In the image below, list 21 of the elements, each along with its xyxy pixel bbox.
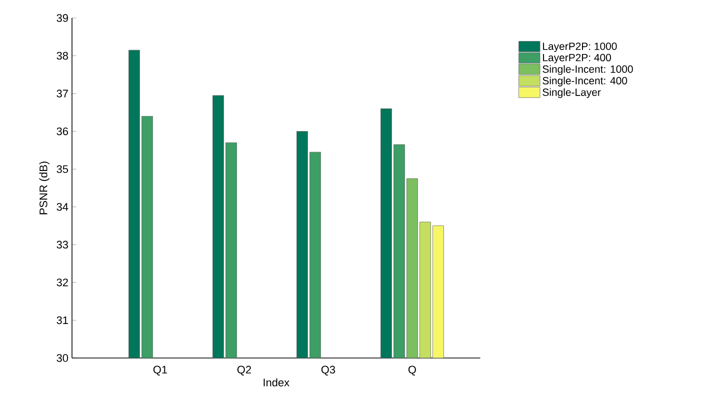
y-tick-label: 33 <box>56 240 68 249</box>
y-tick-label: 39 <box>56 14 68 22</box>
y-tick-label: 30 <box>56 354 68 362</box>
x-axis-title: Index <box>264 378 290 386</box>
x-tick-label: Q2 <box>237 366 251 376</box>
legend-label: Single-Incent: 400 <box>542 76 628 86</box>
y-axis-title: PSNR (dB) <box>39 162 50 214</box>
y-tick-label: 31 <box>56 316 68 324</box>
y-tick-label: 35 <box>56 165 68 173</box>
x-tick-label: Q1 <box>153 366 167 376</box>
legend-label: Single-Layer <box>542 88 601 98</box>
y-tick-label: 37 <box>56 90 68 98</box>
x-tick-label: Q <box>408 366 416 376</box>
legend-label: LayerP2P: 1000 <box>543 42 617 52</box>
y-tick-label: 38 <box>56 52 68 60</box>
legend-label: LayerP2P: 400 <box>543 54 611 64</box>
x-tick-label: Q3 <box>321 366 336 376</box>
y-tick-label: 36 <box>56 127 68 136</box>
y-tick-label: 34 <box>56 203 68 211</box>
legend-label: Single-Incent: 1000 <box>542 65 633 75</box>
y-tick-label: 32 <box>56 278 68 286</box>
